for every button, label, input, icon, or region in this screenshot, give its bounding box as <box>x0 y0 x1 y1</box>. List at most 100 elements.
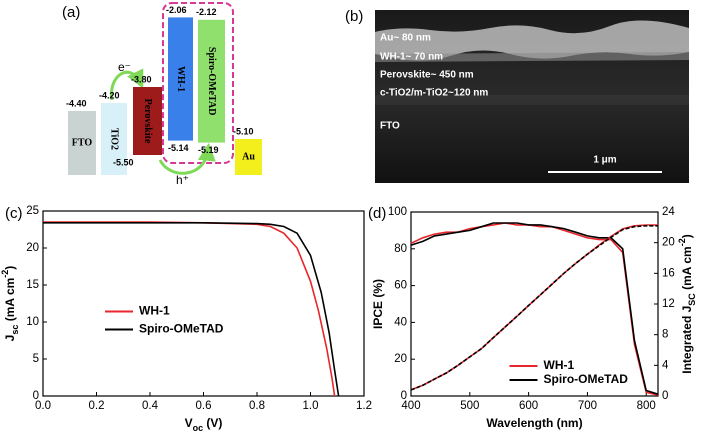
y2-tick-label: 12 <box>662 298 675 310</box>
layer-name: TiO2 <box>109 128 120 150</box>
y-tick-label: 20 <box>26 242 39 254</box>
energy-level <box>198 19 225 143</box>
hole-arrow <box>158 142 216 175</box>
layer-name: Au <box>242 151 255 162</box>
x-axis-label-part: oc <box>193 423 204 433</box>
x-tick-label: 600 <box>519 400 538 412</box>
legend-label: WH-1 <box>544 358 575 372</box>
sem-annotations: Au~ 80 nm WH-1~ 70 nm Perovskite~ 450 nm c-… <box>380 33 488 132</box>
top-level-label: -2.06 <box>166 5 187 15</box>
top-level-label: -3.80 <box>131 74 152 84</box>
y-tick-label: 100 <box>388 206 407 218</box>
x-axis-label: Wavelength (nm) <box>486 416 582 430</box>
top-level-label: -4.20 <box>99 90 120 100</box>
data-line <box>43 222 340 397</box>
htm-highlight <box>162 2 234 164</box>
sem-annotation: WH-1~ 70 nm <box>380 52 443 63</box>
y2-tick-label: 4 <box>662 359 669 371</box>
x-tick-label: 0.4 <box>142 400 159 412</box>
charts: (c) 0.0 0.2 0.4 0.6 0.8 1.0 1.2 0 5 10 15 20 25 Voc (V… <box>0 205 697 433</box>
y-axis-label: IPCE (%) <box>371 279 385 329</box>
x-tick-label: 800 <box>637 400 656 412</box>
x-tick-label: 500 <box>460 400 479 412</box>
electron-label: e⁻ <box>118 60 131 74</box>
electron-arrow <box>110 68 144 101</box>
sem-annotation: Perovskite~ 450 nm <box>380 70 474 81</box>
y-tick-label: 20 <box>394 353 407 365</box>
top-level-label: -5.10 <box>233 126 254 136</box>
y2-tick-label: 20 <box>662 237 675 249</box>
y-tick-label: 0 <box>401 390 407 402</box>
y2-axis-label-part: Integrated J <box>680 306 694 374</box>
panel-label: (b) <box>345 8 363 25</box>
x-tick-label: 0.0 <box>35 400 51 412</box>
y2-tick-label: 0 <box>662 390 668 402</box>
x-axis-label-part: V <box>185 416 193 430</box>
panel-label: (d) <box>368 205 386 222</box>
y-tick-label: 15 <box>26 279 39 291</box>
data-line <box>410 222 659 396</box>
y-axis-label-part: J <box>3 335 17 342</box>
bottom-level-label: -5.19 <box>198 145 219 155</box>
x-axis-label: Voc (V) <box>185 416 223 433</box>
data-line <box>410 222 659 395</box>
y-tick-label: 10 <box>26 316 39 328</box>
y-tick-label: 80 <box>394 243 407 255</box>
x-tick-label: 0.8 <box>249 400 265 412</box>
layer-name: Perovskite <box>142 99 153 144</box>
y-axis-label-part: -2 <box>0 270 10 278</box>
sem-annotation: FTO <box>380 121 400 132</box>
data-line <box>410 225 658 391</box>
bottom-level-label: -5.50 <box>113 157 134 167</box>
x-tick-label: 0.2 <box>89 400 105 412</box>
y-axis-label: Jsc (mA cm-2) <box>0 266 20 342</box>
y2-tick-label: 16 <box>662 267 675 279</box>
energy-level <box>168 17 193 141</box>
x-axis-label-part: (V) <box>203 416 222 430</box>
y2-axis-label-part: (mA cm <box>680 246 694 293</box>
sem-annotation: c-TiO2/m-TiO2~120 nm <box>380 88 488 99</box>
sem-image <box>375 10 689 183</box>
data-line <box>43 221 336 397</box>
top-level-label: -4.40 <box>66 98 87 108</box>
energy-level <box>101 103 127 175</box>
y2-axis-label-part: ) <box>680 234 694 238</box>
y-axis-label-part: (mA cm <box>3 278 17 325</box>
energy-level <box>235 139 262 175</box>
panel-label: (c) <box>5 205 23 222</box>
y2-tick-label: 8 <box>662 329 668 341</box>
layer-name: Spiro-OMeTAD <box>206 47 217 116</box>
layer-name: WH-1 <box>175 66 186 92</box>
y2-axis-label-part: SC <box>687 293 697 306</box>
layer-name: FTO <box>72 137 93 148</box>
energy-level <box>133 87 162 155</box>
y2-axis-label: Integrated JSC (mA cm-2) <box>677 234 697 373</box>
legend-label: Spiro-OMeTAD <box>544 372 629 386</box>
x-tick-label: 400 <box>401 400 420 412</box>
y2-tick-label: 24 <box>662 206 675 218</box>
y-tick-label: 60 <box>394 280 407 292</box>
y-axis-label-part: ) <box>3 266 17 270</box>
x-tick-label: 1.0 <box>303 400 319 412</box>
sem-annotation: Au~ 80 nm <box>380 33 431 44</box>
legend-label: Spiro-OMeTAD <box>139 322 224 336</box>
y2-axis-label-part: -2 <box>677 238 687 246</box>
panel-label: (a) <box>62 4 80 21</box>
x-tick-label: 700 <box>578 400 597 412</box>
y-tick-label: 5 <box>33 353 39 365</box>
hole-label: h⁺ <box>176 173 189 187</box>
scale-bar-label: 1 μm <box>593 155 616 166</box>
y-tick-label: 25 <box>26 205 39 217</box>
bottom-level-label: -5.14 <box>168 143 189 153</box>
energy-level <box>68 111 96 175</box>
energy-levels: -4.40 FTO -4.20 TiO2 -3.80 -5.50 Perovskite -2.… <box>66 5 262 175</box>
plot-frame <box>410 211 659 397</box>
top-level-label: -2.12 <box>196 7 217 17</box>
x-tick-label: 0.6 <box>196 400 212 412</box>
y-axis-label-part: sc <box>10 325 20 335</box>
y-tick-label: 0 <box>33 390 39 402</box>
legend-label: WH-1 <box>139 304 170 318</box>
x-tick-label: 1.2 <box>356 400 372 412</box>
y-tick-label: 40 <box>394 316 407 328</box>
